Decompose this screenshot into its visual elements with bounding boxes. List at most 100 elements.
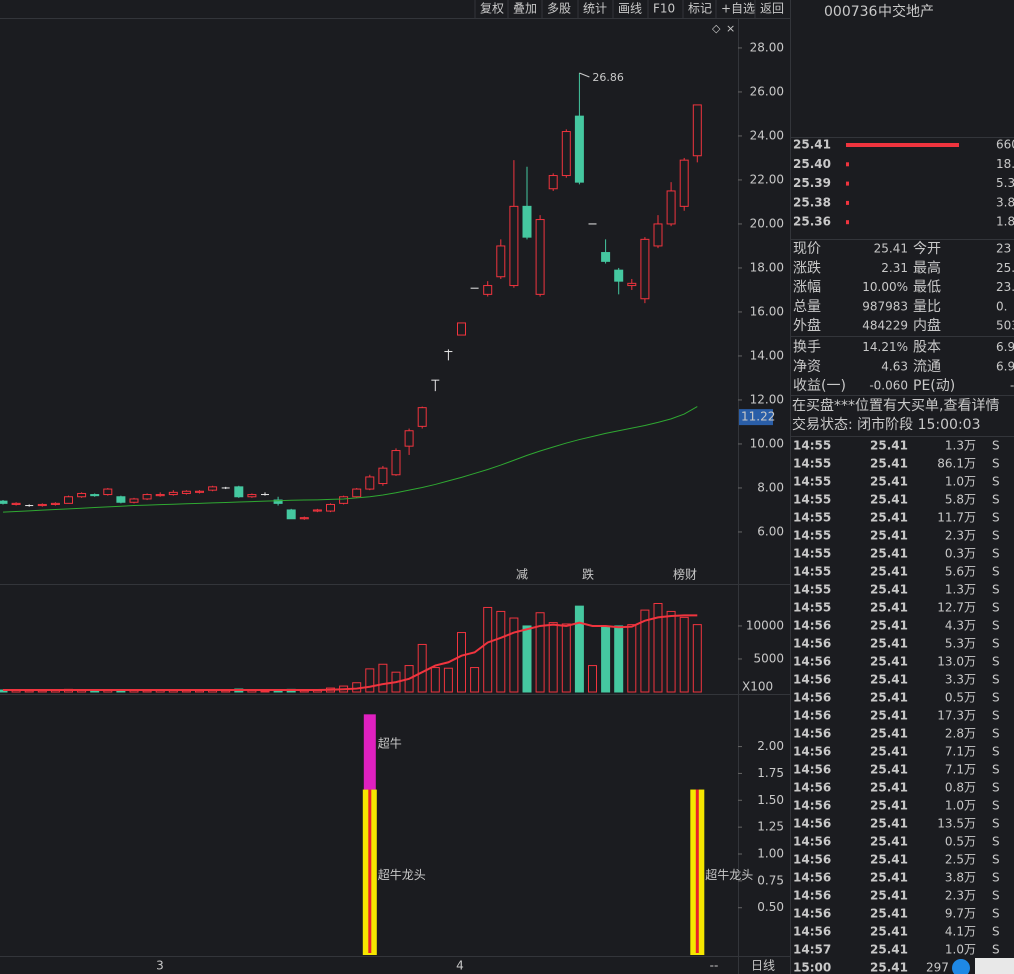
candle-body — [64, 496, 73, 504]
candle-body — [129, 498, 139, 503]
tick-side: S — [992, 457, 1000, 471]
candle-body — [247, 494, 257, 498]
tick-side: S — [992, 565, 1000, 579]
candle-body — [496, 245, 506, 278]
candle-body — [391, 450, 401, 476]
tick-side: S — [992, 547, 1000, 561]
tick-side: S — [992, 853, 1000, 867]
y-tick-label: 1.75 — [757, 766, 784, 780]
toolbar-button[interactable]: 返回 — [760, 2, 784, 16]
tick-time: 14:56 — [793, 727, 831, 741]
tick-volume: 3.8万 — [945, 871, 976, 885]
signal-bar-top — [363, 714, 376, 790]
volume-bar — [561, 623, 571, 693]
y-tick-label: 1.25 — [757, 820, 784, 834]
tick-side: S — [992, 511, 1000, 525]
volume-bar — [509, 617, 519, 693]
y-tick-label: 22.00 — [750, 172, 784, 186]
diamond-icon[interactable]: ◇ — [712, 22, 721, 35]
volume-bar — [496, 610, 506, 693]
tick-time: 14:55 — [793, 475, 831, 489]
volume-bar — [365, 668, 375, 693]
sector-button[interactable] — [975, 958, 1014, 974]
tick-volume: 1.0万 — [945, 799, 976, 813]
tick-side: S — [992, 745, 1000, 759]
volume-bar — [535, 612, 545, 693]
signal-label: 跌 — [582, 567, 594, 582]
toolbar-button[interactable]: 标记 — [688, 2, 712, 16]
candle-body — [352, 488, 362, 498]
tick-side: S — [992, 943, 1000, 957]
y-tick-label: 18.00 — [750, 260, 784, 274]
tick-price: 25.41 — [870, 439, 908, 453]
tick-side: S — [992, 727, 1000, 741]
signal-top-label: 超牛 — [378, 735, 402, 750]
quote-label: 涨幅 — [793, 280, 821, 296]
tick-time: 14:56 — [793, 781, 831, 795]
cursor-price-label: 11.22 — [741, 410, 775, 424]
signal-label: 榜财 — [673, 567, 697, 582]
volume-bar — [601, 626, 611, 693]
toolbar-button[interactable]: 多股 — [547, 2, 571, 16]
toolbar-button[interactable]: 叠加 — [513, 2, 537, 16]
tick-side: S — [992, 583, 1000, 597]
high-label: 26.86 — [592, 71, 624, 84]
tick-price: 25.41 — [870, 763, 908, 777]
volume-bar — [443, 667, 453, 693]
tick-side: S — [992, 889, 1000, 903]
y-tick-label: 0.50 — [757, 900, 784, 914]
y-tick-label: 8.00 — [757, 480, 784, 494]
bid-volume: 5.3 — [996, 176, 1014, 190]
y-tick-label: 6.00 — [757, 524, 784, 538]
tick-price: 25.41 — [870, 943, 908, 957]
tick-side: S — [992, 493, 1000, 507]
toolbar-button[interactable]: F10 — [653, 2, 675, 16]
volume-bar — [548, 622, 558, 693]
candle-body — [574, 115, 584, 183]
high-pointer — [579, 72, 590, 78]
tick-price: 25.41 — [870, 637, 908, 651]
tick-price: 25.41 — [870, 817, 908, 831]
volume-bar — [679, 616, 689, 693]
tick-volume: 9.7万 — [945, 907, 976, 921]
toolbar-button[interactable]: 统计 — [583, 2, 607, 16]
close-icon[interactable]: × — [726, 22, 735, 35]
tick-time: 15:00 — [793, 961, 831, 974]
candle-body — [155, 494, 165, 497]
toolbar-button[interactable]: 复权 — [480, 2, 504, 16]
candle-body — [50, 502, 60, 505]
toolbar-button[interactable]: +自选 — [721, 2, 755, 16]
quote-value: 14.21% — [862, 340, 908, 354]
candle-body — [181, 490, 191, 494]
y-tick-label: 24.00 — [750, 128, 784, 142]
cursor-price-box — [739, 409, 773, 426]
bid-bar — [846, 143, 959, 147]
tick-time: 14:56 — [793, 925, 831, 939]
volume-bar — [378, 663, 388, 693]
y-tick-label: 0.75 — [757, 873, 784, 887]
toolbar-button[interactable]: 画线 — [618, 2, 642, 16]
tick-time: 14:56 — [793, 763, 831, 777]
quote-value: 484229 — [862, 319, 908, 333]
x-label: 4 — [456, 959, 464, 973]
tick-time: 14:55 — [793, 529, 831, 543]
sector-icon[interactable] — [952, 959, 970, 974]
y-tick-label: 10000 — [746, 618, 784, 632]
tick-volume: 5.6万 — [945, 565, 976, 579]
tick-time: 14:56 — [793, 745, 831, 759]
tick-volume: 13.0万 — [937, 655, 976, 669]
stock-name: 中交地产 — [878, 3, 934, 20]
candle-body — [90, 494, 100, 497]
tick-time: 14:56 — [793, 799, 831, 813]
quote-value: 23 — [996, 242, 1011, 256]
tick-price: 25.41 — [870, 727, 908, 741]
bid-volume: 3.8 — [996, 195, 1014, 209]
tick-volume: 3.3万 — [945, 673, 976, 687]
candle-body — [627, 282, 637, 287]
y-tick-label: 26.00 — [750, 84, 784, 98]
candle-body — [365, 476, 375, 490]
tick-price: 25.41 — [870, 835, 908, 849]
bid-bar — [846, 162, 849, 167]
quote-value: -0.060 — [869, 379, 908, 393]
notice[interactable]: 在买盘***位置有大买单,查看详情 — [792, 397, 999, 414]
